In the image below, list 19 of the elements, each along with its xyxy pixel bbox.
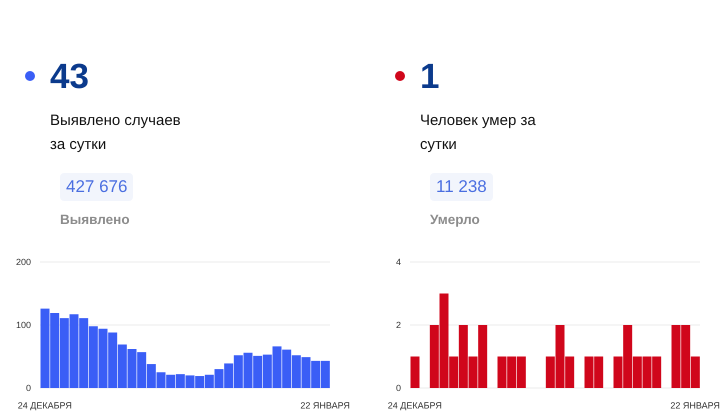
text: Выявлено — [60, 212, 130, 228]
y-tick-label: 4 — [396, 257, 401, 268]
chart-subtitle: Человек умер за сутки — [420, 111, 537, 155]
y-tick-label: 2 — [396, 320, 401, 330]
y-tick-label: 200 — [16, 257, 31, 268]
y-tick-label: 100 — [16, 320, 31, 330]
y-tick-label: 0 — [396, 383, 401, 394]
chart-title: 1 — [420, 57, 440, 96]
x-tick-label: 22 ЯНВАРЯ — [670, 400, 720, 410]
chart-subtitle: Выявлено случаев за сутки — [50, 111, 182, 155]
chart-title: 43 — [50, 57, 89, 96]
x-tick-label: 24 ДЕКАБРЯ — [388, 400, 442, 410]
bar — [410, 356, 420, 388]
text: 427 676 — [60, 173, 134, 201]
text: 11 238 — [430, 173, 493, 201]
x-tick-label: 22 ЯНВАРЯ — [300, 400, 350, 410]
x-tick-label: 24 ДЕКАБРЯ — [18, 400, 72, 410]
y-tick-label: 0 — [26, 383, 31, 394]
text: Умерло — [430, 212, 480, 228]
